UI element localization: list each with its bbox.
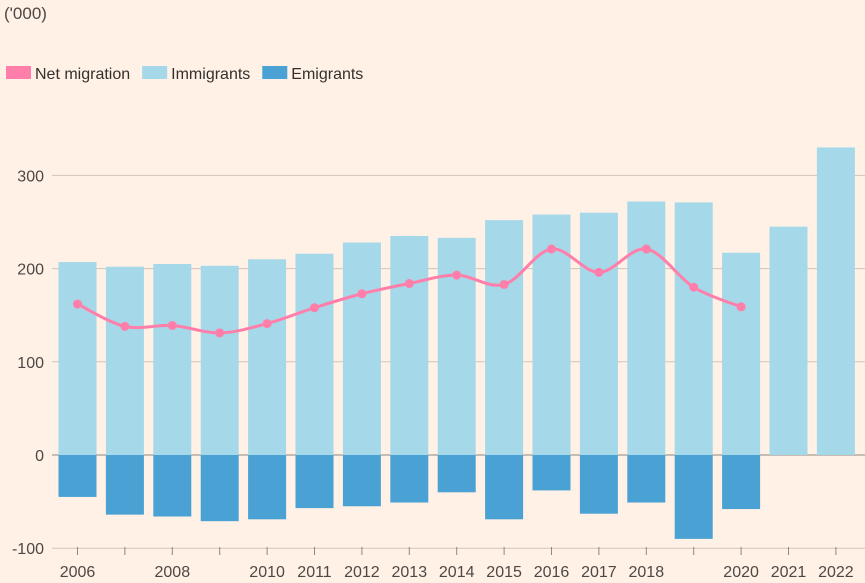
emigrants-bar-2007 [105, 455, 144, 515]
x-tick-label: 2020 [723, 564, 759, 581]
emigrants-bar-2018 [627, 455, 666, 503]
immigrants-bar-2006 [58, 262, 97, 455]
net-migration-point-2008 [167, 320, 177, 330]
immigrants-bar-2015 [485, 220, 524, 455]
y-tick-label: 300 [17, 168, 44, 185]
immigrants-bar-2021 [769, 226, 808, 455]
immigrants-bar-2017 [579, 212, 618, 455]
immigrants-series [58, 147, 855, 455]
y-axis: -100 0 100 200 300 [12, 168, 44, 558]
x-tick-label: 2015 [486, 564, 522, 581]
x-tick-label: 2008 [155, 564, 191, 581]
net-migration-point-2017 [594, 267, 604, 277]
x-tick-label: 2017 [581, 564, 617, 581]
legend-label-emigrants: Emigrants [291, 66, 363, 83]
net-migration-point-2014 [452, 270, 462, 280]
emigrants-series [58, 455, 761, 539]
legend-label-net: Net migration [35, 66, 130, 83]
x-tick-label: 2021 [771, 564, 807, 581]
emigrants-bar-2006 [58, 455, 97, 497]
x-tick-label: 2013 [392, 564, 428, 581]
immigrants-bar-2011 [295, 253, 334, 455]
net-migration-series [73, 244, 746, 338]
x-tick-label: 2011 [297, 564, 332, 581]
net-migration-point-2018 [641, 244, 651, 254]
immigrants-bar-2019 [674, 202, 713, 455]
net-migration-point-2020 [736, 302, 746, 312]
immigrants-bar-2010 [248, 259, 287, 455]
x-tick-label: 2010 [249, 564, 285, 581]
net-migration-point-2011 [310, 303, 319, 313]
immigrants-bar-2020 [722, 252, 761, 455]
immigrants-bar-2008 [153, 263, 192, 455]
x-axis: 2006 2008 2010 2011 2012 2013 2014 2015 2016 2017… [60, 547, 854, 581]
x-tick-label: 2012 [344, 564, 380, 581]
x-tick-label: 2018 [629, 564, 665, 581]
emigrants-bar-2017 [579, 455, 618, 514]
legend-label-immigrants: Immigrants [171, 66, 250, 83]
immigrants-bar-2012 [342, 242, 381, 455]
legend-swatch-immigrants [142, 66, 168, 79]
emigrants-bar-2012 [342, 455, 381, 507]
net-migration-point-2013 [404, 279, 414, 289]
emigrants-bar-2016 [532, 455, 571, 491]
emigrants-bar-2014 [437, 455, 476, 493]
y-tick-label: 0 [35, 448, 44, 465]
legend: Net migration Immigrants Emigrants [6, 66, 363, 83]
net-migration-point-2006 [73, 299, 82, 309]
x-tick-label: 2022 [818, 564, 854, 581]
emigrants-bar-2008 [153, 455, 192, 517]
emigrants-bar-2020 [722, 455, 761, 510]
y-tick-label: -100 [12, 541, 44, 558]
net-migration-point-2010 [262, 319, 272, 329]
emigrants-bar-2011 [295, 455, 334, 509]
immigrants-bar-2014 [437, 237, 476, 455]
net-migration-point-2009 [215, 328, 225, 338]
x-tick-label: 2016 [534, 564, 570, 581]
net-migration-point-2007 [120, 321, 130, 331]
immigrants-bar-2018 [627, 201, 666, 455]
immigrants-bar-2007 [105, 266, 144, 455]
y-tick-label: 100 [17, 355, 44, 372]
x-tick-label: 2006 [60, 564, 96, 581]
unit-label: ('000) [4, 4, 47, 23]
net-migration-point-2016 [547, 244, 556, 254]
y-tick-label: 200 [17, 262, 44, 279]
x-tick-label: 2014 [439, 564, 475, 581]
emigrants-bar-2009 [200, 455, 239, 522]
net-migration-point-2012 [357, 289, 367, 299]
legend-swatch-emigrants [262, 66, 288, 79]
immigrants-bar-2009 [200, 265, 239, 455]
net-migration-point-2019 [689, 282, 699, 292]
emigrants-bar-2013 [390, 455, 429, 503]
emigrants-bar-2010 [248, 455, 287, 520]
emigrants-bar-2019 [674, 455, 713, 539]
emigrants-bar-2015 [485, 455, 524, 520]
immigrants-bar-2013 [390, 235, 429, 455]
immigrants-bar-2022 [816, 147, 855, 455]
net-migration-point-2015 [499, 279, 509, 289]
legend-swatch-net [6, 66, 31, 79]
